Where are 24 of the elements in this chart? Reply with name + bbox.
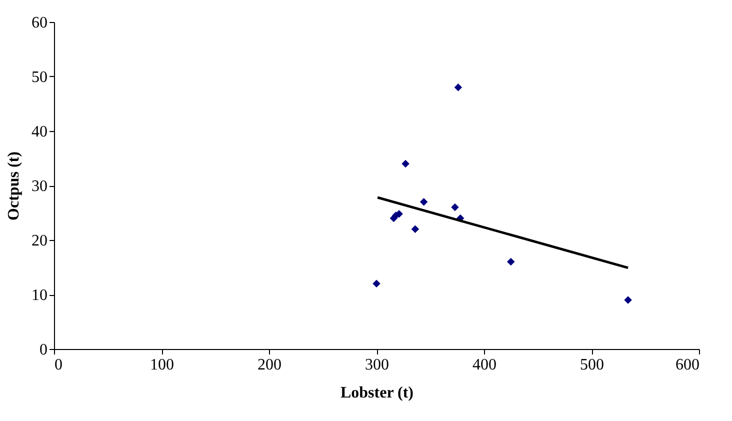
point (411, 225, 420, 233)
y-tick-label: 30 (32, 178, 48, 195)
x-tick-label: 200 (258, 356, 282, 374)
x-tick-label: 600 (676, 356, 700, 374)
x-tick-label: 300 (365, 356, 389, 374)
y-tick-label: 50 (32, 69, 48, 86)
y-tick-label: 0 (40, 342, 48, 358)
point (624, 296, 632, 304)
point (420, 198, 428, 206)
y-tick-label: 20 (32, 232, 48, 250)
point (402, 160, 410, 168)
y-tick-label: 40 (32, 124, 48, 140)
point (454, 84, 462, 92)
y-tick-label: 10 (32, 287, 48, 304)
y-axis-title: Octpus (t) (6, 152, 22, 220)
x-axis-title: Lobster (t) (340, 384, 414, 402)
point (451, 203, 459, 212)
x-tick-label: 400 (472, 356, 496, 374)
point (507, 258, 515, 266)
x-tick-label: 100 (150, 356, 174, 374)
x-tick-label: 0 (54, 356, 62, 374)
y-tick-label: 60 (32, 14, 48, 32)
x-tick-label: 500 (580, 356, 604, 374)
point (372, 280, 380, 288)
